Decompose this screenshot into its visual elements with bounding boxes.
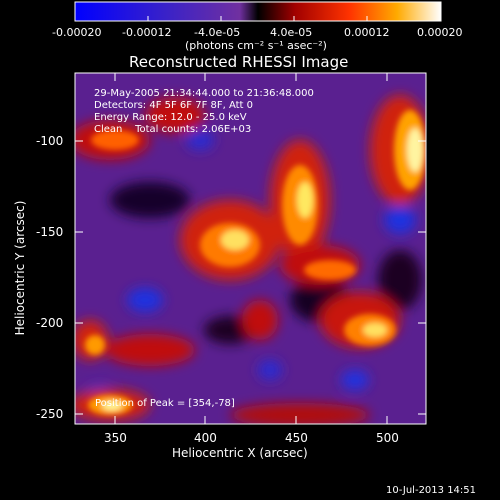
annotation-detectors: Detectors: 4F 5F 6F 7F 8F, Att 0	[94, 100, 254, 111]
reconstructed-image	[75, 73, 426, 424]
y-tick-label: -200	[36, 316, 64, 330]
annotation-time-range: 29-May-2005 21:34:44.000 to 21:36:48.000	[94, 88, 314, 99]
annotation-clean-counts: Clean Total counts: 2.06E+03	[94, 124, 252, 135]
x-tick-label: 400	[194, 431, 217, 445]
plot-frame	[74, 72, 427, 425]
y-tick-label: -250	[36, 407, 64, 421]
colorbar-tick-label: -4.0e-05	[194, 26, 241, 39]
x-axis-ticks	[114, 73, 388, 424]
colorbar-tick-label: -0.00020	[52, 26, 102, 39]
x-tick-label: 500	[376, 431, 399, 445]
y-axis-title: Heliocentric Y (arcsec)	[13, 200, 27, 336]
colorbar-tick-label: 4.0e-05	[270, 26, 313, 39]
colorbar-tick-label: -0.00012	[122, 26, 172, 39]
colorbar-tick-label: 0.00012	[344, 26, 390, 39]
y-tick-label: -100	[36, 134, 64, 148]
x-axis-title: Heliocentric X (arcsec)	[172, 446, 308, 460]
plot-title: Reconstructed RHESSI Image	[129, 53, 349, 71]
colorbar-unit-label: (photons cm⁻² s⁻¹ asec⁻²)	[185, 39, 327, 52]
colorbar-ticks	[74, 16, 442, 21]
colorbar-tick-label: 0.00020	[417, 26, 463, 39]
y-tick-label: -150	[36, 225, 64, 239]
x-tick-label: 350	[104, 431, 127, 445]
plot-timestamp: 10-Jul-2013 14:51	[386, 485, 477, 496]
colorbar	[74, 1, 442, 22]
annotation-energy-range: Energy Range: 12.0 - 25.0 keV	[94, 112, 247, 123]
x-tick-label: 450	[285, 431, 308, 445]
peak-position-label: Position of Peak = [354,-78]	[95, 398, 235, 409]
y-axis-ticks	[75, 140, 426, 415]
